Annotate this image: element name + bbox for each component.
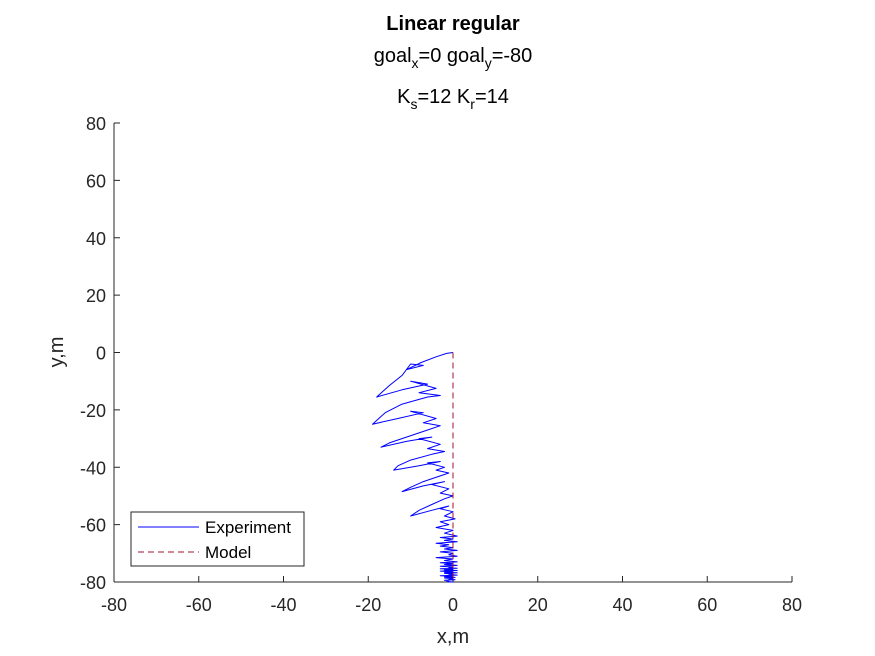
y-tick-label: 60 xyxy=(86,171,106,191)
subtitle-goal-sub-x: x xyxy=(412,55,419,71)
subtitle-goal-prefix: goal xyxy=(374,45,412,67)
chart-title: Linear regular xyxy=(386,13,520,35)
y-axis-label: y,m xyxy=(46,337,68,368)
y-tick-label: -40 xyxy=(80,458,106,478)
y-tick-label: 80 xyxy=(86,114,106,134)
x-tick-label: -60 xyxy=(186,595,212,615)
y-tick-label: -60 xyxy=(80,516,106,536)
subtitle-gains-suffix: =14 xyxy=(475,86,509,108)
subtitle-gains-sub-r: r xyxy=(470,96,475,112)
x-axis-ticks: -80 -60 -40 -20 0 20 40 60 80 xyxy=(101,576,802,615)
subtitle-goal-sub-y: y xyxy=(485,55,492,71)
x-tick-label: 0 xyxy=(448,595,458,615)
legend-label-experiment: Experiment xyxy=(205,518,291,537)
x-tick-label: 60 xyxy=(697,595,717,615)
legend-label-model: Model xyxy=(205,543,251,562)
chart-subtitle-goal: goalx=0 goaly=-80 xyxy=(374,45,533,71)
subtitle-gains-sub-s: s xyxy=(410,96,417,112)
x-tick-label: 80 xyxy=(782,595,802,615)
subtitle-gains-mid: =12 K xyxy=(417,86,470,108)
x-tick-label: -80 xyxy=(101,595,127,615)
chart-subtitle-gains: Ks=12 Kr=14 xyxy=(397,86,509,112)
x-tick-label: -40 xyxy=(270,595,296,615)
y-tick-label: -80 xyxy=(80,573,106,593)
subtitle-goal-mid: =0 goal xyxy=(419,45,485,67)
x-axis-label: x,m xyxy=(437,626,469,648)
subtitle-goal-suffix: =-80 xyxy=(492,45,533,67)
series-line-experiment xyxy=(372,352,458,583)
y-tick-label: 20 xyxy=(86,286,106,306)
x-tick-label: 20 xyxy=(528,595,548,615)
y-tick-label: 0 xyxy=(96,344,106,364)
legend: Experiment Model xyxy=(130,511,305,567)
subtitle-gains-prefix: K xyxy=(397,86,411,108)
series-layer xyxy=(372,352,458,583)
legend-box xyxy=(130,511,305,567)
y-tick-label: 40 xyxy=(86,229,106,249)
x-tick-label: -20 xyxy=(355,595,381,615)
x-tick-label: 40 xyxy=(612,595,632,615)
y-tick-label: -20 xyxy=(80,401,106,421)
y-axis-ticks: -80 -60 -40 -20 0 20 40 60 80 xyxy=(80,114,120,593)
